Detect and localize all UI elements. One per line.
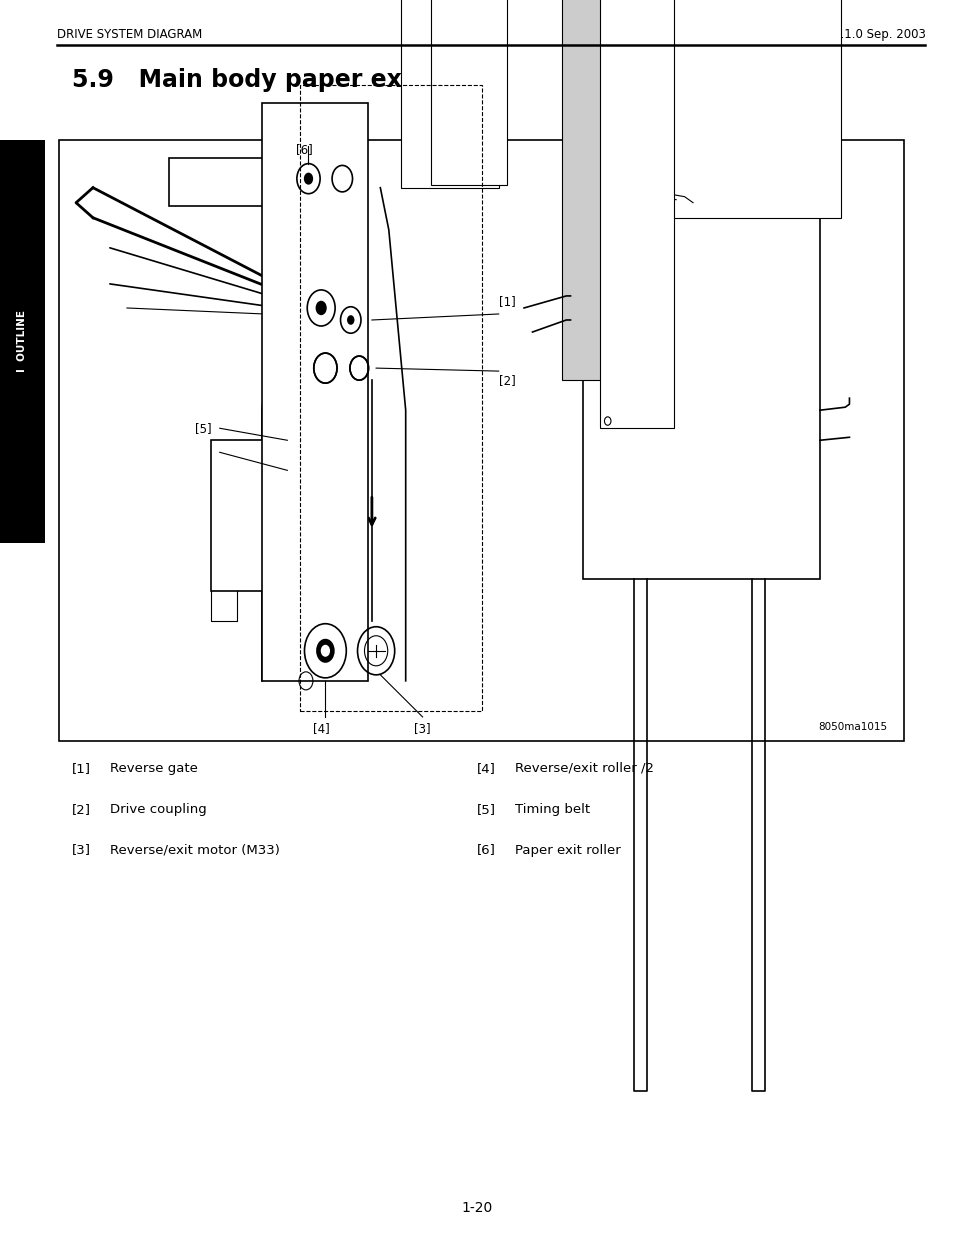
Bar [300,85,481,711]
Text: [3]: [3] [71,844,91,857]
Text: [4]: [4] [313,722,329,735]
Bar [169,158,292,206]
Bar [431,0,507,185]
Circle shape [315,638,335,663]
Circle shape [320,645,330,657]
Bar [582,217,819,579]
Text: CF5001 Ver.1.0 Sep. 2003: CF5001 Ver.1.0 Sep. 2003 [773,28,924,41]
Text: [6]: [6] [295,142,313,156]
Text: [2]: [2] [498,374,515,387]
Text: [1]: [1] [71,762,91,776]
Text: [5]: [5] [476,803,496,816]
Bar [401,0,498,188]
Text: Timing belt: Timing belt [515,803,590,816]
Bar [262,103,367,680]
Circle shape [303,173,313,185]
Text: 1-20: 1-20 [461,1200,492,1215]
Text: [2]: [2] [71,803,91,816]
Bar [59,140,903,741]
Bar [561,0,641,380]
Text: [4]: [4] [476,762,496,776]
Text: DRIVE SYSTEM DIAGRAM: DRIVE SYSTEM DIAGRAM [57,28,202,41]
Text: Paper exit roller: Paper exit roller [515,844,620,857]
Bar [599,0,674,429]
Text: [5]: [5] [194,421,211,435]
Text: Reverse gate: Reverse gate [110,762,197,776]
Text: [1]: [1] [498,295,515,309]
Circle shape [350,357,368,379]
Bar [608,0,841,217]
Text: Reverse/exit motor (M33): Reverse/exit motor (M33) [110,844,279,857]
Circle shape [315,301,327,315]
Text: Drive coupling: Drive coupling [110,803,206,816]
Text: I  OUTLINE: I OUTLINE [17,310,28,373]
Text: [6]: [6] [476,844,496,857]
Circle shape [314,353,336,383]
Text: Reverse/exit roller /2: Reverse/exit roller /2 [515,762,654,776]
Text: 5.9   Main body paper exit drive: 5.9 Main body paper exit drive [71,68,497,91]
Circle shape [347,315,355,325]
Text: [3]: [3] [414,722,431,735]
Text: 8050ma1015: 8050ma1015 [818,722,886,732]
FancyBboxPatch shape [0,140,45,543]
Bar [211,441,304,590]
